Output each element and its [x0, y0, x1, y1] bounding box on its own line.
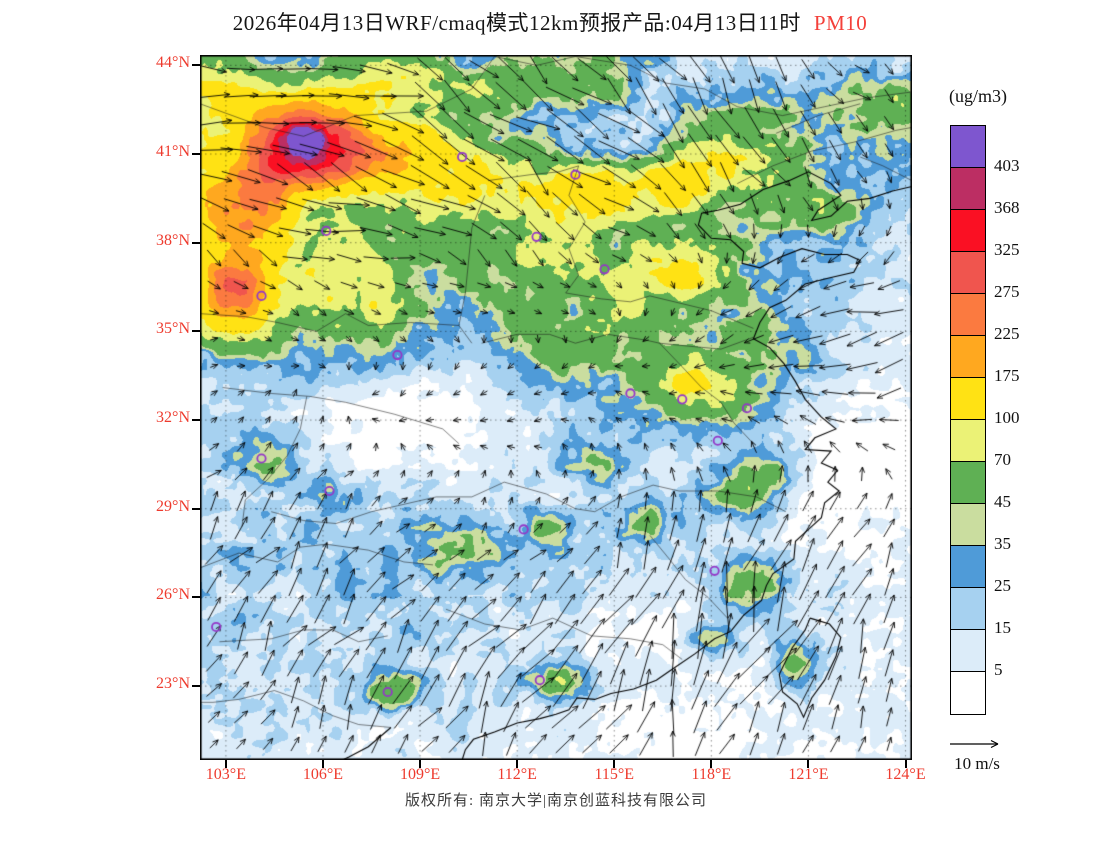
- lat-tick-label: 38°N: [156, 231, 190, 249]
- colorbar-band: [951, 210, 985, 252]
- lat-tick-label: 41°N: [156, 143, 190, 161]
- lat-tick-label: 29°N: [156, 497, 190, 515]
- colorbar-band: [951, 672, 985, 714]
- lat-tick-label: 26°N: [156, 586, 190, 604]
- colorbar-band: [951, 252, 985, 294]
- lat-tick-label: 35°N: [156, 320, 190, 338]
- lat-axis-tick: [192, 241, 200, 244]
- colorbar-band: [951, 546, 985, 588]
- lon-axis-tick: [419, 760, 422, 768]
- lat-axis-tick: [192, 685, 200, 688]
- lon-axis-tick: [807, 760, 810, 768]
- colorbar-band: [951, 126, 985, 168]
- colorbar-band: [951, 630, 985, 672]
- colorbar-level-label: 35: [994, 534, 1011, 553]
- colorbar-band: [951, 504, 985, 546]
- colorbar: [950, 125, 986, 715]
- lon-axis-tick: [613, 760, 616, 768]
- lon-tick-label: 106°E: [302, 766, 344, 783]
- lat-axis-tick: [192, 419, 200, 422]
- title-text: 2026年04月13日WRF/cmaq模式12km预报产品:04月13日11时: [232, 11, 801, 35]
- colorbar-level-label: 403: [994, 156, 1020, 175]
- colorbar-unit: (ug/m3): [949, 86, 1007, 106]
- copyright-text: 版权所有: 南京大学|南京创蓝科技有限公司: [405, 793, 707, 809]
- lat-axis-tick: [192, 507, 200, 510]
- lon-axis-tick: [516, 760, 519, 768]
- colorbar-level-label: 368: [994, 198, 1020, 217]
- colorbar-level-label: 70: [994, 450, 1011, 469]
- lon-tick-label: 124°E: [885, 766, 926, 783]
- lon-tick-label: 112°E: [497, 766, 537, 783]
- lat-tick-label: 32°N: [156, 409, 190, 427]
- colorbar-level-label: 45: [994, 492, 1011, 511]
- lon-axis-tick: [904, 760, 907, 768]
- colorbar-band: [951, 462, 985, 504]
- page-title: 2026年04月13日WRF/cmaq模式12km预报产品:04月13日11时 P…: [0, 7, 1100, 37]
- lon-axis-tick: [321, 760, 324, 768]
- lat-tick-label: 23°N: [156, 675, 190, 693]
- wind-scale-arrow: [950, 739, 999, 749]
- colorbar-level-label: 325: [994, 240, 1020, 259]
- lat-axis-tick: [192, 596, 200, 599]
- colorbar-band: [951, 336, 985, 378]
- colorbar-level-label: 275: [994, 282, 1020, 301]
- colorbar-band: [951, 168, 985, 210]
- lat-axis-tick: [192, 153, 200, 156]
- lon-axis-tick: [710, 760, 713, 768]
- lon-tick-label: 118°E: [691, 766, 732, 783]
- colorbar-band: [951, 420, 985, 462]
- lon-axis-tick: [224, 760, 227, 768]
- lon-tick-label: 109°E: [399, 766, 441, 783]
- colorbar-level-label: 5: [994, 660, 1003, 679]
- colorbar-band: [951, 378, 985, 420]
- pm10-map-canvas: [200, 55, 912, 760]
- colorbar-band: [951, 588, 985, 630]
- lat-axis-tick: [192, 330, 200, 333]
- colorbar-level-label: 175: [994, 366, 1020, 385]
- title-pollutant: PM10: [813, 11, 868, 35]
- lon-tick-label: 103°E: [205, 766, 246, 783]
- colorbar-level-label: 25: [994, 576, 1011, 595]
- colorbar-level-label: 100: [994, 408, 1020, 427]
- colorbar-level-label: 225: [994, 324, 1020, 343]
- lon-tick-label: 115°E: [594, 766, 635, 783]
- lat-tick-label: 44°N: [156, 54, 190, 72]
- colorbar-band: [951, 294, 985, 336]
- colorbar-level-label: 15: [994, 618, 1011, 637]
- wind-scale-label: 10 m/s: [954, 754, 1000, 773]
- lon-tick-label: 121°E: [788, 766, 829, 783]
- lat-axis-tick: [192, 64, 200, 67]
